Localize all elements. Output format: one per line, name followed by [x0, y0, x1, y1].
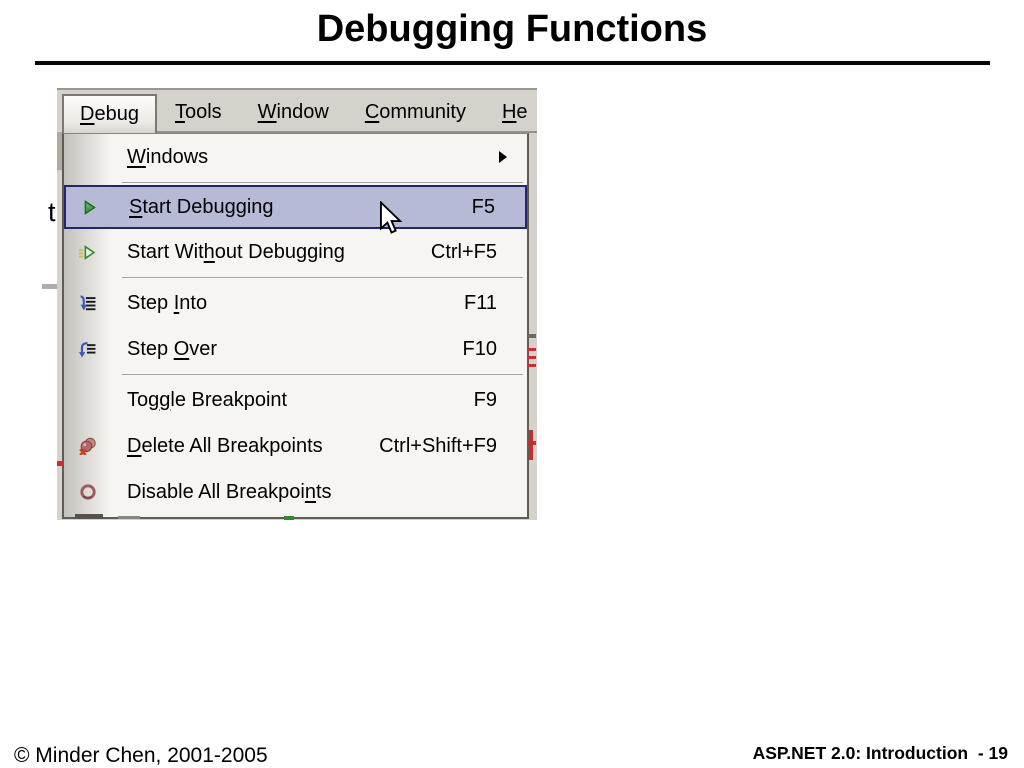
background-red-fragment: [57, 461, 63, 466]
disable-all-breakpoints-icon: [79, 484, 96, 500]
background-red-fragment: [529, 430, 533, 460]
background-fragment: [42, 284, 57, 289]
start-debugging-play-icon: [84, 199, 96, 215]
menu-item-toggle-breakpoint[interactable]: Toggle Breakpoint F9: [127, 388, 497, 411]
vs-menu-screenshot: Debug Tools Window Community He Windows: [57, 88, 537, 520]
shortcut-label: F11: [464, 291, 497, 314]
menubar-item-window[interactable]: Window: [257, 101, 329, 123]
menu-item-start-debugging[interactable]: Start Debugging F5: [64, 185, 527, 229]
background-fragment: [528, 334, 536, 338]
menu-item-step-into[interactable]: Step Into F11: [64, 280, 527, 326]
delete-all-breakpoints-icon: [78, 437, 96, 455]
shortcut-label: F9: [473, 388, 497, 411]
background-text-fragment: t: [48, 197, 56, 227]
debug-dropdown-menu: Windows Start Debugging F5: [62, 133, 529, 519]
menu-item-start-without-debugging[interactable]: Start Without Debugging Ctrl+F5: [64, 229, 527, 275]
shortcut-label: F10: [462, 337, 497, 360]
title-divider: [35, 61, 990, 65]
menubar-item-tools[interactable]: Tools: [174, 101, 222, 123]
menu-item-disable-all-breakpoints[interactable]: Disable All Breakpoints: [64, 469, 527, 515]
menu-separator: [64, 275, 527, 280]
background-red-fragment: [528, 356, 536, 359]
menu-item-step-over[interactable]: Step Over F10: [64, 326, 527, 372]
menu-separator: [64, 180, 527, 185]
shortcut-label: Ctrl+F5: [430, 240, 497, 263]
step-over-icon: [79, 341, 96, 357]
page-title: Debugging Functions: [316, 8, 708, 50]
step-into-icon: [80, 295, 96, 310]
menubar-item-help[interactable]: He: [501, 101, 528, 123]
menubar-item-debug[interactable]: Debug: [62, 94, 157, 133]
slide-number-label: ASP.NET 2.0: Introduction - 19: [752, 743, 1008, 763]
background-fragment: [118, 516, 140, 519]
start-without-debugging-icon: [79, 244, 96, 260]
submenu-arrow-icon: [499, 151, 507, 163]
background-fragment: [57, 132, 62, 170]
copyright-text: © Minder Chen, 2001-2005: [14, 744, 268, 767]
background-red-fragment: [527, 441, 536, 445]
shortcut-label: Ctrl+Shift+F9: [379, 434, 497, 457]
menubar-item-community[interactable]: Community: [364, 101, 466, 123]
menu-item-windows[interactable]: Windows: [64, 134, 527, 180]
background-green-fragment: [284, 516, 294, 520]
vs-menubar: Debug Tools Window Community He: [57, 92, 537, 133]
shortcut-label: F5: [471, 195, 495, 218]
menubar-bottom-edge: [157, 131, 537, 133]
menu-item-delete-all-breakpoints[interactable]: Delete All Breakpoints Ctrl+Shift+F9: [64, 423, 527, 469]
background-red-fragment: [528, 364, 536, 367]
background-red-fragment: [528, 348, 536, 351]
background-fragment: [75, 514, 103, 519]
menu-separator: [64, 372, 527, 377]
cursor-icon: [380, 201, 403, 234]
